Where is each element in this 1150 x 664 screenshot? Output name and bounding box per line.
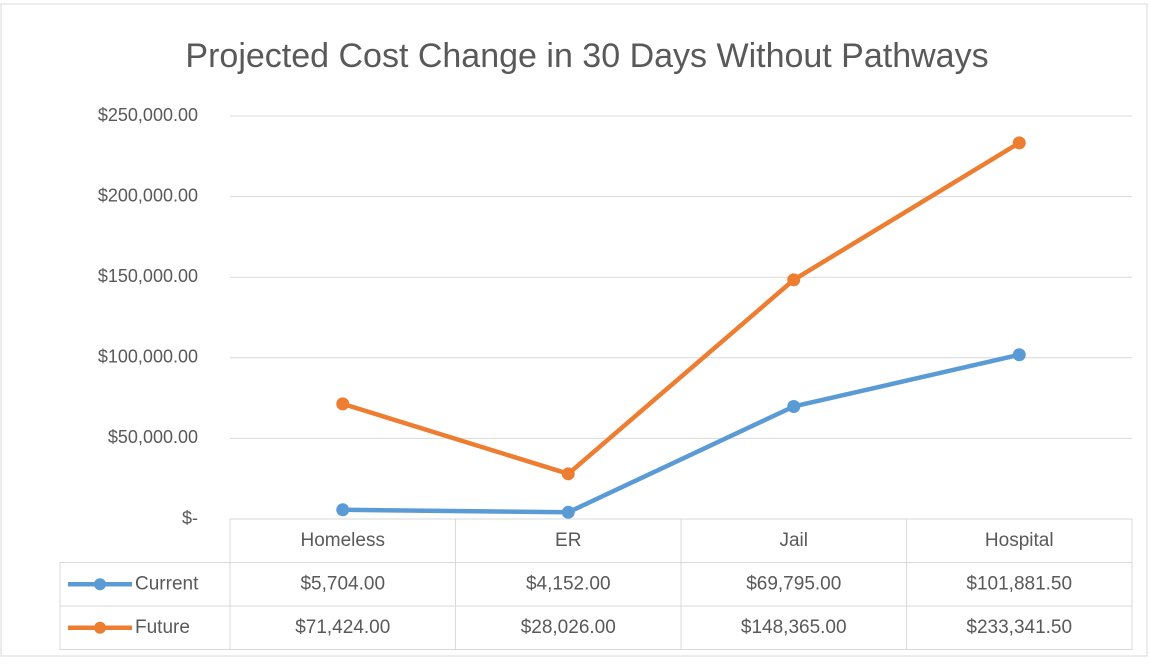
series-marker	[336, 397, 350, 411]
table-cell: $233,341.50	[966, 617, 1072, 638]
table-cell: $71,424.00	[295, 617, 390, 638]
table-cell: $5,704.00	[300, 573, 385, 594]
y-tick-label: $150,000.00	[98, 266, 198, 286]
series-line	[340, 352, 1022, 515]
chart-title: Projected Cost Change in 30 Days Without…	[185, 37, 988, 75]
chart-border	[0, 3, 1148, 657]
y-tick-label: $50,000.00	[108, 427, 198, 447]
legend-label: Future	[135, 617, 190, 638]
series-marker	[787, 273, 801, 287]
legend-label: Current	[135, 573, 199, 594]
series-marker	[787, 399, 801, 413]
y-tick-label: $-	[182, 508, 198, 528]
series-marker	[561, 467, 575, 481]
series-marker	[561, 505, 575, 519]
x-tick-label: Homeless	[301, 530, 385, 551]
y-tick-label: $200,000.00	[98, 185, 198, 205]
series-marker	[336, 503, 350, 517]
series-marker	[1012, 136, 1026, 150]
x-tick-label: ER	[555, 530, 581, 551]
y-tick-label: $100,000.00	[98, 347, 198, 367]
table-cell: $4,152.00	[526, 573, 611, 594]
table-cell: $69,795.00	[746, 573, 841, 594]
y-tick-label: $250,000.00	[98, 105, 198, 125]
legend-marker	[94, 621, 106, 634]
series-line	[340, 140, 1022, 477]
table-cell: $148,365.00	[741, 617, 847, 638]
x-tick-label: Jail	[779, 530, 808, 551]
series-marker	[1012, 348, 1026, 362]
table-cell: $28,026.00	[521, 617, 616, 638]
legend-marker	[94, 578, 106, 591]
table-cell: $101,881.50	[966, 573, 1072, 594]
x-tick-label: Hospital	[985, 530, 1054, 551]
